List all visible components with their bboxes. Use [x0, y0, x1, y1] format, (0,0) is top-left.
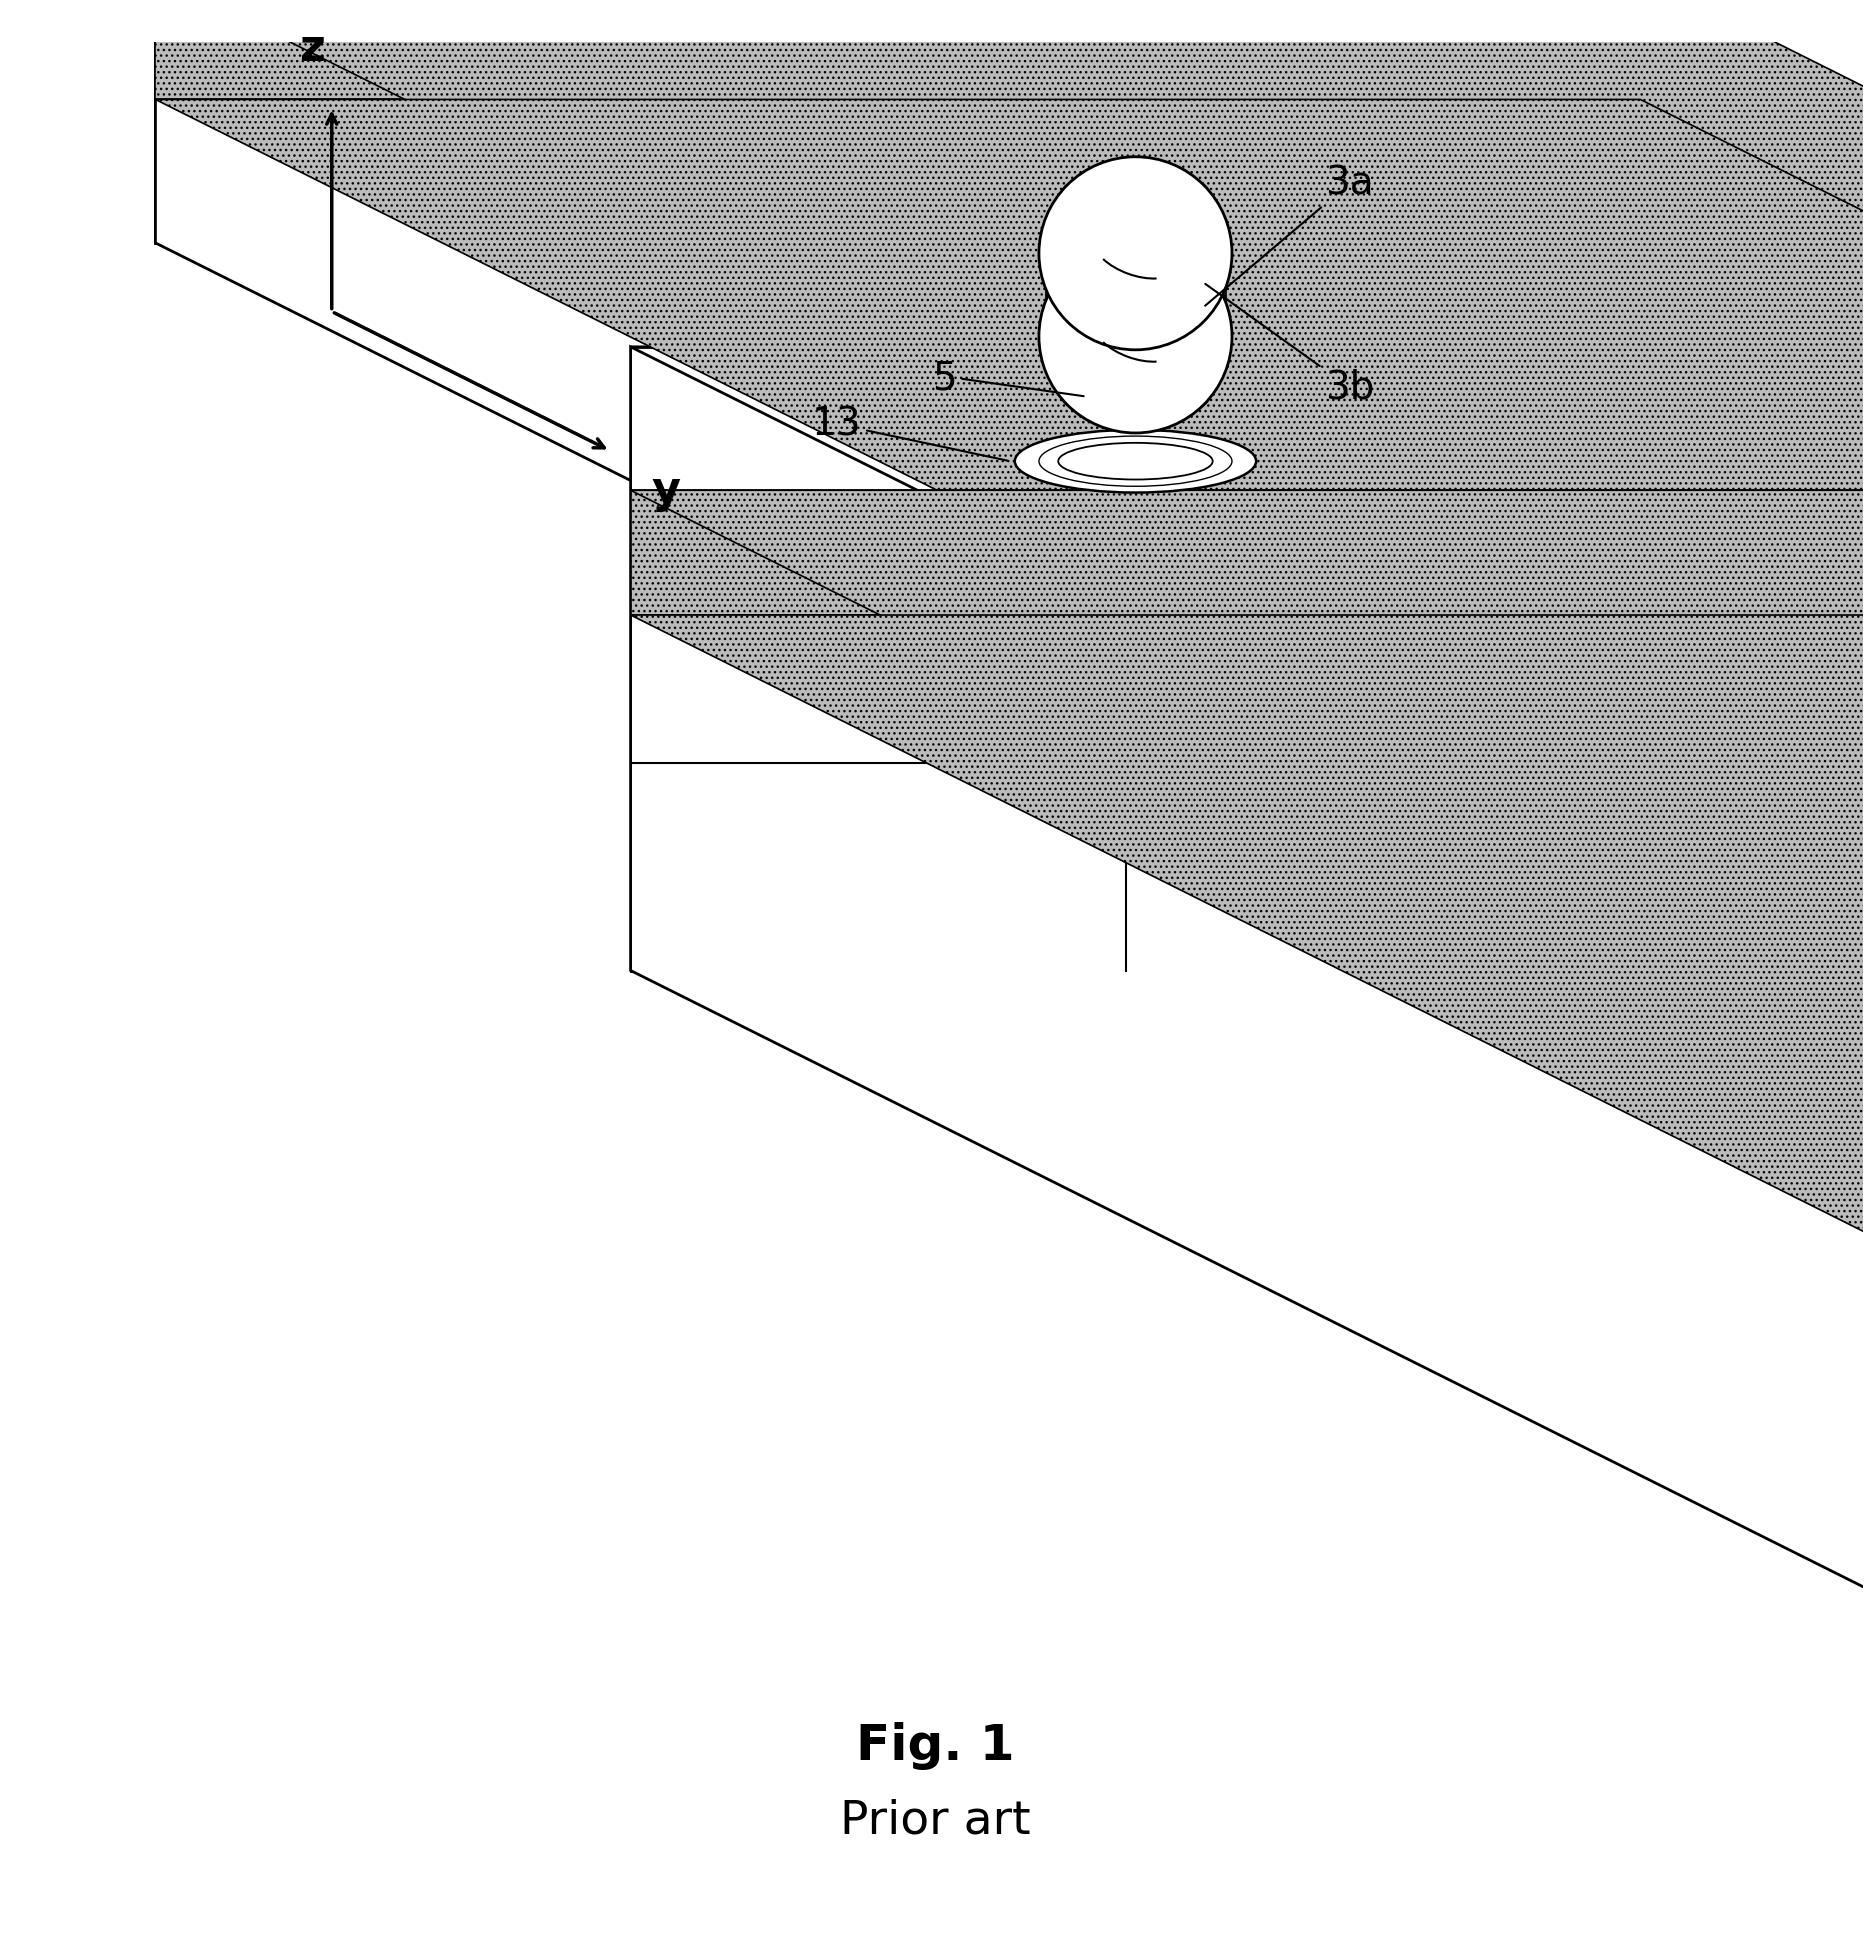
Ellipse shape	[1015, 429, 1257, 493]
Text: z: z	[301, 27, 325, 70]
Circle shape	[1040, 241, 1232, 433]
Polygon shape	[1707, 396, 1870, 1019]
Text: 3a: 3a	[1204, 165, 1373, 305]
Polygon shape	[1640, 0, 1870, 1019]
Polygon shape	[630, 615, 1870, 1392]
Polygon shape	[1047, 243, 1225, 347]
Polygon shape	[155, 99, 1870, 875]
Text: y: y	[651, 470, 681, 512]
Polygon shape	[630, 347, 1870, 1747]
Ellipse shape	[1062, 171, 1208, 210]
Text: 3b: 3b	[1206, 283, 1374, 406]
Text: 5: 5	[931, 359, 1085, 398]
Polygon shape	[155, 0, 1870, 751]
Polygon shape	[155, 0, 1707, 1019]
Text: Fig. 1: Fig. 1	[856, 1722, 1014, 1770]
Polygon shape	[630, 491, 1870, 615]
Polygon shape	[155, 0, 1870, 396]
Text: 13: 13	[812, 406, 1008, 460]
Ellipse shape	[1058, 443, 1212, 479]
Polygon shape	[630, 347, 1870, 970]
Text: Prior art: Prior art	[840, 1797, 1030, 1844]
Polygon shape	[630, 347, 1870, 1122]
Circle shape	[1040, 157, 1232, 349]
Polygon shape	[630, 491, 1870, 1266]
Ellipse shape	[1062, 380, 1208, 417]
Polygon shape	[155, 0, 1640, 243]
Polygon shape	[155, 0, 1640, 99]
